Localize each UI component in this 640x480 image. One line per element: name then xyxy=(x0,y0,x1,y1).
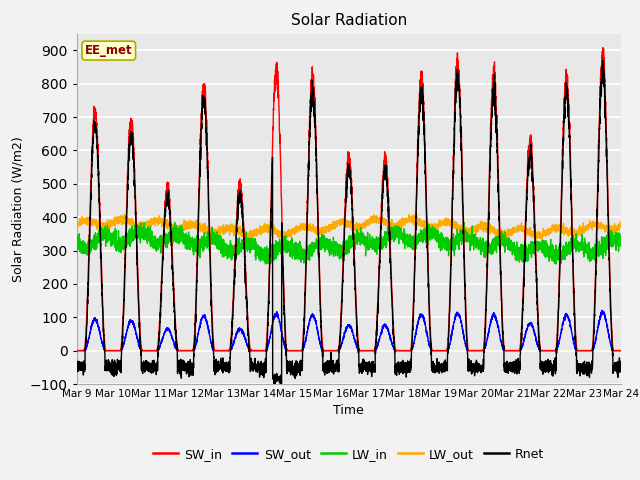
SW_out xyxy=(502,348,509,353)
SW_out xyxy=(440,348,448,353)
Rnet xyxy=(599,58,607,63)
SW_in xyxy=(502,348,509,353)
SW_in xyxy=(73,348,81,353)
SW_in xyxy=(617,348,625,353)
LW_out xyxy=(616,224,624,230)
SW_out xyxy=(171,344,179,349)
LW_out xyxy=(502,234,509,240)
LW_in xyxy=(171,228,179,234)
LW_in xyxy=(617,241,625,247)
LW_out xyxy=(617,220,625,226)
SW_out xyxy=(328,348,336,353)
Rnet xyxy=(73,358,81,363)
Line: LW_out: LW_out xyxy=(77,215,621,240)
SW_in xyxy=(471,348,479,353)
X-axis label: Time: Time xyxy=(333,405,364,418)
Rnet xyxy=(441,369,449,375)
Rnet xyxy=(617,364,625,370)
SW_in xyxy=(440,348,448,353)
Rnet xyxy=(471,368,479,374)
LW_out xyxy=(405,212,413,217)
SW_in xyxy=(616,348,624,353)
LW_out xyxy=(328,225,336,231)
LW_in xyxy=(471,231,479,237)
Y-axis label: Solar Radiation (W/m2): Solar Radiation (W/m2) xyxy=(12,136,24,282)
SW_in xyxy=(599,45,607,50)
Rnet xyxy=(502,365,509,371)
LW_in xyxy=(262,261,269,267)
LW_in xyxy=(616,242,624,248)
Line: Rnet: Rnet xyxy=(77,60,621,388)
LW_in xyxy=(73,237,81,242)
Rnet xyxy=(171,308,179,314)
Legend: SW_in, SW_out, LW_in, LW_out, Rnet: SW_in, SW_out, LW_in, LW_out, Rnet xyxy=(148,443,549,466)
LW_out xyxy=(471,224,479,229)
LW_out xyxy=(171,225,179,230)
Title: Solar Radiation: Solar Radiation xyxy=(291,13,407,28)
Rnet xyxy=(329,368,337,373)
Rnet xyxy=(616,359,624,365)
Text: EE_met: EE_met xyxy=(85,44,132,57)
SW_out xyxy=(598,308,605,313)
LW_in xyxy=(441,239,449,244)
Line: SW_out: SW_out xyxy=(77,311,621,350)
Line: SW_in: SW_in xyxy=(77,48,621,350)
SW_out xyxy=(73,348,81,353)
SW_out xyxy=(617,348,625,353)
LW_out xyxy=(499,238,507,243)
LW_out xyxy=(73,226,81,231)
Rnet xyxy=(278,385,285,391)
LW_out xyxy=(441,216,449,222)
SW_out xyxy=(471,348,479,353)
LW_in xyxy=(502,238,509,243)
Line: LW_in: LW_in xyxy=(77,222,621,264)
SW_out xyxy=(616,348,624,353)
LW_in xyxy=(171,219,179,225)
SW_in xyxy=(328,348,336,353)
LW_in xyxy=(329,243,337,249)
SW_in xyxy=(171,303,179,309)
